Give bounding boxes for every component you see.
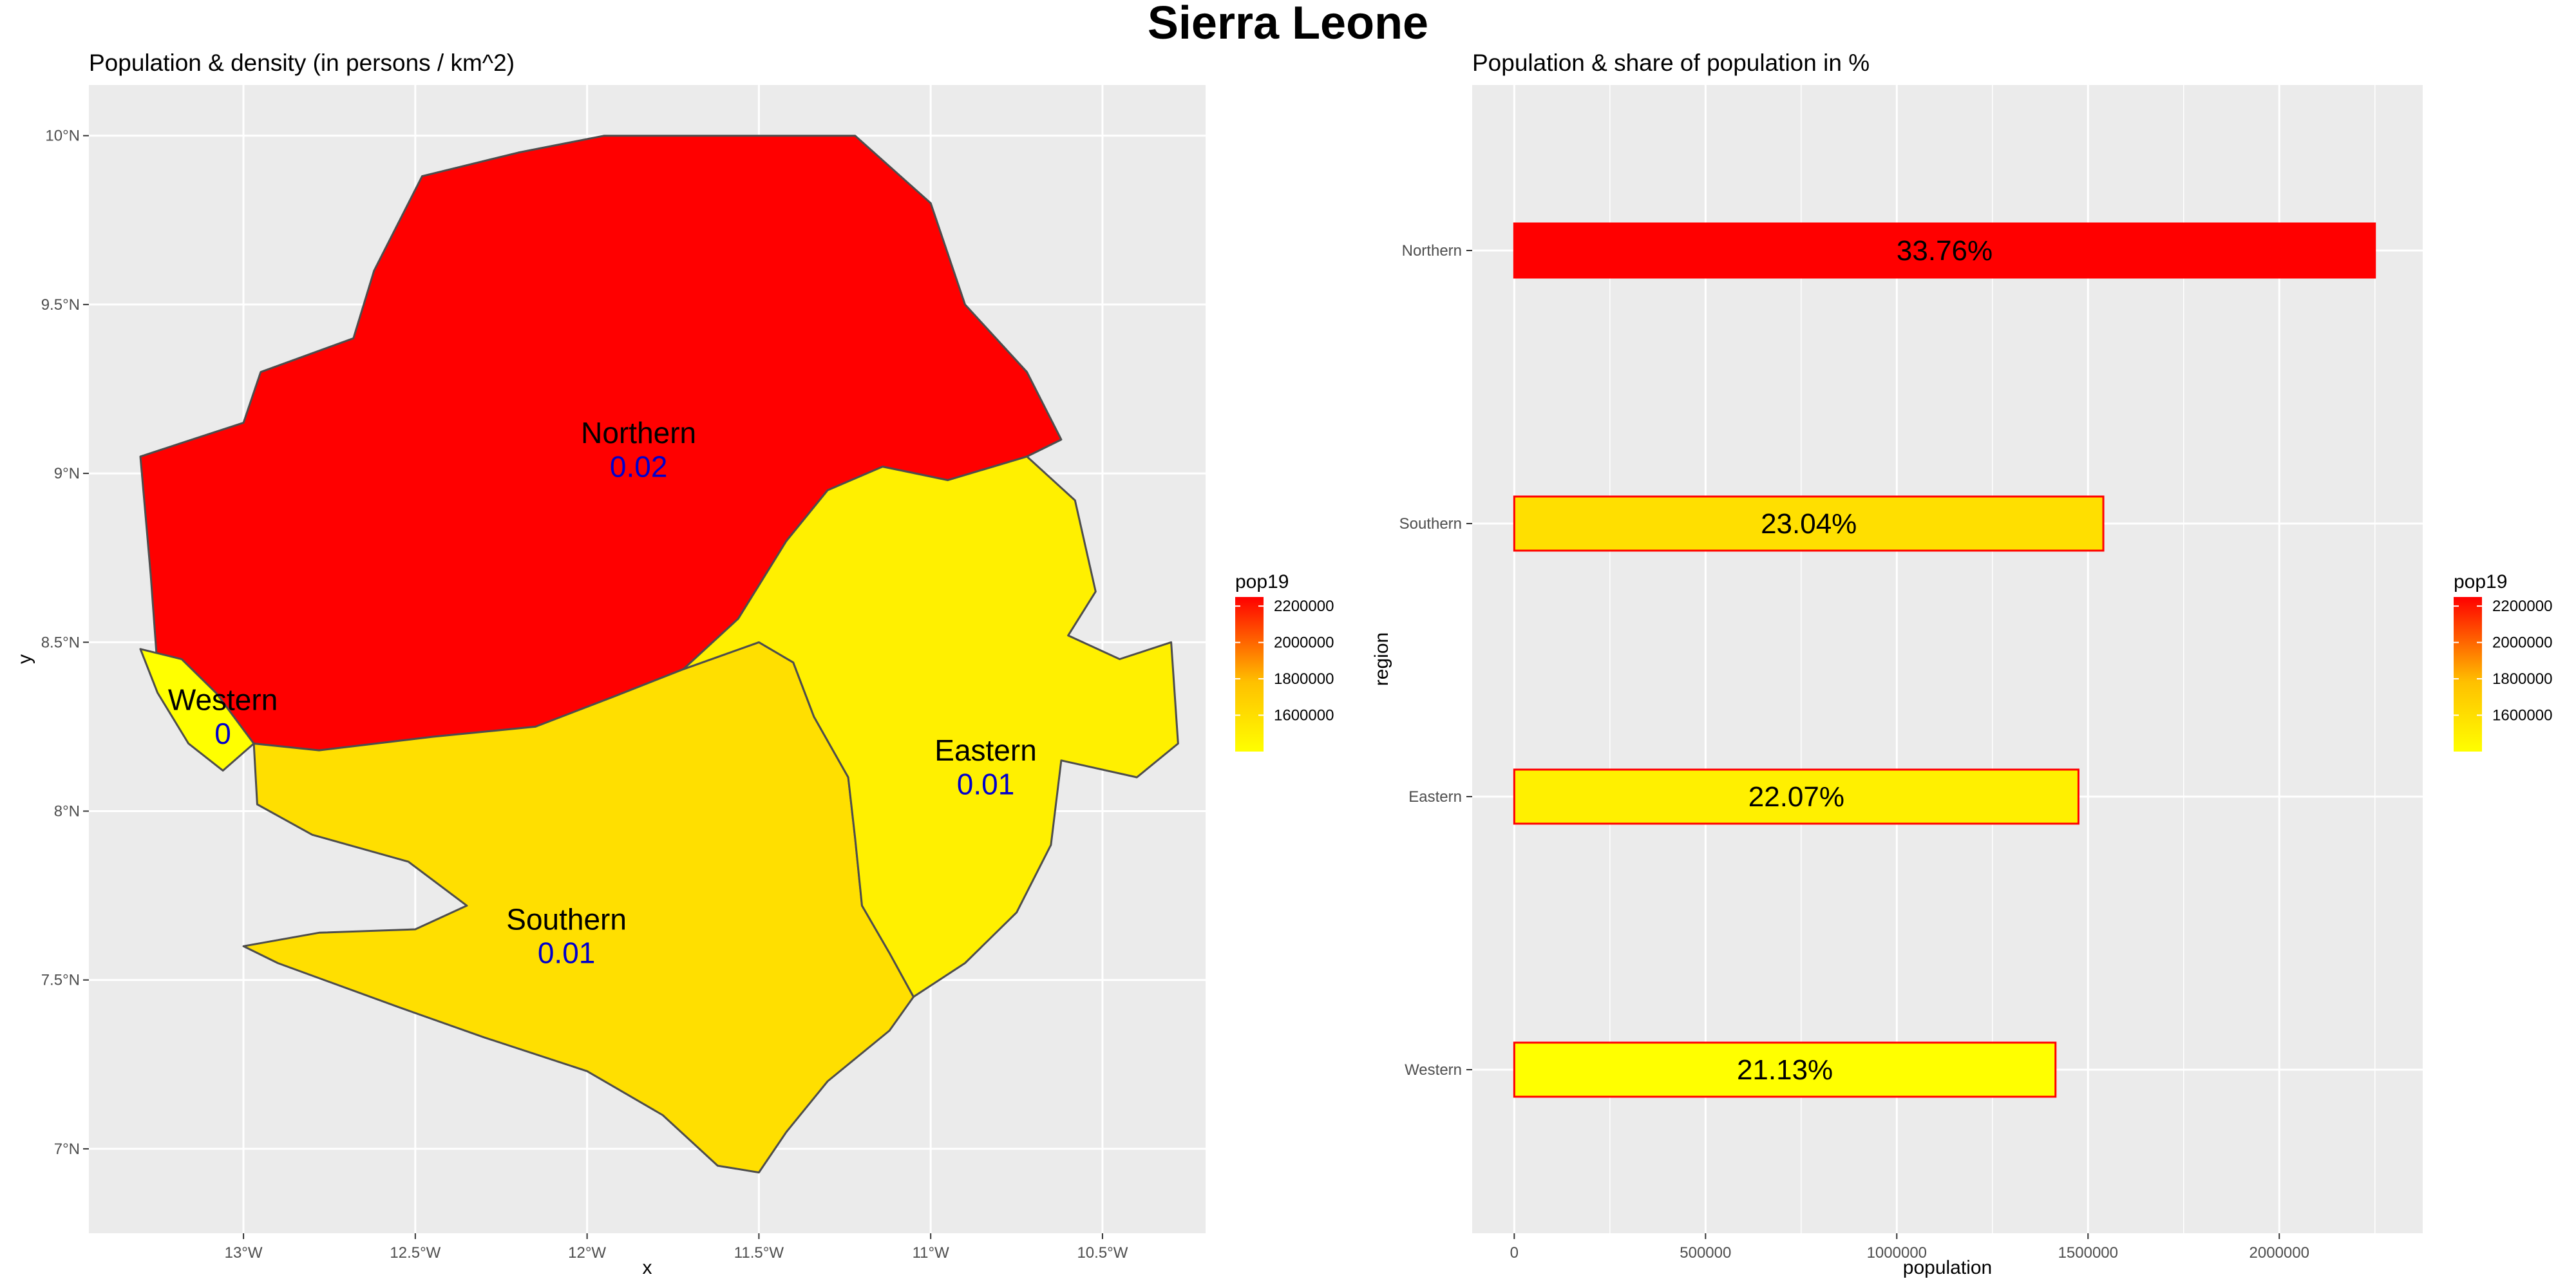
map-x-axis-label: x (643, 1257, 652, 1278)
map-y-tick-label: 8.5°N (41, 634, 80, 651)
bar-category-label: Eastern (1408, 788, 1462, 806)
bar-legend-tick-label: 2000000 (2492, 634, 2552, 652)
map-region-eastern (682, 455, 1179, 998)
map-region-density-label: 0.01 (538, 936, 596, 970)
bar-x-tick-label: 500000 (1680, 1244, 1731, 1262)
bar-southern (1513, 495, 2105, 552)
map-x-tick-label: 11.5°W (734, 1244, 784, 1262)
bar-subtitle: Population & share of population in % (1472, 50, 1870, 76)
bar-data-label: 23.04% (1761, 508, 1857, 540)
bar-category-label: Northern (1402, 242, 1462, 260)
map-legend-colorbar (1235, 597, 1264, 752)
bar-data-label: 33.76% (1897, 235, 1993, 267)
bar-x-axis-label: population (1903, 1257, 1992, 1278)
bar-x-tick-label: 2000000 (2249, 1244, 2309, 1262)
map-legend-tick-label: 1600000 (1274, 707, 1334, 724)
map-region-density-label: 0 (214, 717, 231, 750)
bar-y-axis-label: region (1371, 632, 1392, 686)
bar-western (1513, 1041, 2057, 1098)
bar-legend-tick-label: 1800000 (2492, 670, 2552, 688)
map-y-tick-label: 8°N (54, 802, 80, 820)
map-x-tick-label: 12°W (568, 1244, 606, 1262)
bar-data-label: 22.07% (1748, 781, 1844, 813)
map-legend-tick-label: 2200000 (1274, 598, 1334, 615)
map-x-tick-label: 12.5°W (390, 1244, 440, 1262)
map-region-name-label: Northern (581, 416, 696, 450)
map-x-tick-label: 10.5°W (1077, 1244, 1128, 1262)
map-panel: 13°W 12.5°W 12°W 11.5°W 11°W 10.5°W 7°N 7.5°N 8°… (14, 85, 1334, 1278)
bar-panel: 0 500000 1000000 1500000 2000000 Northern Sout… (1371, 85, 2552, 1278)
map-y-tick-label: 7.5°N (41, 972, 80, 989)
page-title: Sierra Leone (1147, 0, 1429, 49)
map-region-name-label: Eastern (934, 734, 1037, 767)
bar-data-label: 21.13% (1737, 1054, 1833, 1086)
map-y-tick-label: 7°N (54, 1141, 80, 1158)
map-legend-tick-label: 1800000 (1274, 670, 1334, 688)
bar-legend-colorbar (2454, 597, 2482, 752)
bar-x-tick-label: 1000000 (1867, 1244, 1927, 1262)
bar-legend-tick-label: 1600000 (2492, 707, 2552, 724)
map-x-tick-label: 11°W (913, 1244, 950, 1262)
bar-x-tick-label: 0 (1510, 1244, 1519, 1262)
bar-category-label: Western (1405, 1061, 1462, 1079)
bar-legend-tick-label: 2200000 (2492, 598, 2552, 615)
map-legend-title: pop19 (1235, 571, 1289, 592)
map-region-density-label: 0.01 (957, 768, 1015, 801)
map-y-tick-label: 10°N (45, 128, 80, 145)
bar-eastern (1513, 768, 2079, 825)
bar-legend-title: pop19 (2454, 571, 2507, 592)
map-region-density-label: 0.02 (610, 450, 668, 484)
bar-x-tick-label: 1500000 (2058, 1244, 2118, 1262)
bar-northern (1513, 222, 2376, 279)
map-legend-tick-label: 2000000 (1274, 634, 1334, 652)
map-y-tick-label: 9.5°N (41, 296, 80, 314)
map-region-western (139, 648, 255, 772)
map-region-name-label: Southern (506, 902, 627, 936)
map-y-axis-label: y (14, 654, 35, 664)
map-subtitle: Population & density (in persons / km^2) (89, 50, 515, 76)
map-region-name-label: Western (168, 683, 278, 716)
map-x-tick-label: 13°W (225, 1244, 263, 1262)
map-y-tick-label: 9°N (54, 465, 80, 482)
bar-category-label: Southern (1399, 515, 1462, 533)
